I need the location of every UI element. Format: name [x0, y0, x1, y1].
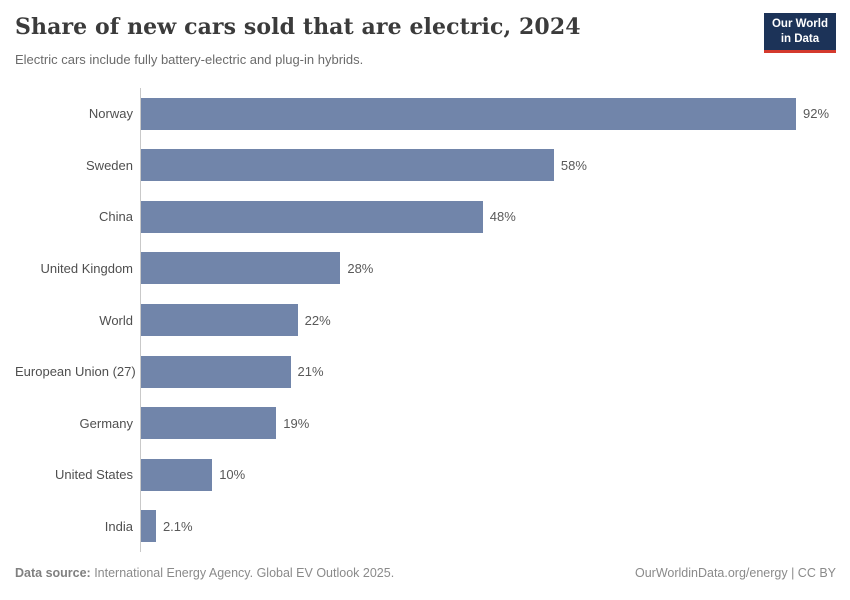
footer-link[interactable]: OurWorldinData.org/energy | CC BY	[634, 566, 836, 580]
category-label: Sweden	[86, 157, 133, 173]
category-label: European Union (27)	[15, 364, 136, 380]
bar[interactable]	[141, 407, 277, 440]
bar[interactable]	[141, 252, 341, 285]
category-label: Norway	[88, 106, 133, 122]
value-label: 58%	[560, 157, 587, 173]
owid-logo-line2: in Data	[780, 32, 820, 45]
value-label: 19%	[283, 415, 310, 431]
category-label: United Kingdom	[40, 260, 134, 276]
bar-row: Norway 92%	[15, 88, 835, 140]
bar-track: 21%	[140, 346, 835, 398]
owid-logo[interactable]: Our World in Data	[763, 13, 836, 53]
bar-row: China 48%	[15, 191, 835, 243]
bar-track: 22%	[140, 294, 835, 346]
bar-track: 48%	[140, 191, 835, 243]
bar-row: India 2.1%	[15, 501, 835, 553]
bar[interactable]	[141, 97, 796, 130]
bar-row: Germany 19%	[15, 397, 835, 449]
value-label: 2.1%	[162, 518, 193, 534]
bar-track: 28%	[140, 243, 835, 295]
bar-track: 19%	[140, 397, 835, 449]
data-source-text: International Energy Agency. Global EV O…	[90, 566, 395, 580]
bar[interactable]	[141, 200, 483, 233]
owid-logo-line1: Our World	[771, 18, 828, 30]
y-axis-line	[140, 88, 141, 552]
bar-track: 10%	[140, 449, 835, 501]
category-label: United States	[54, 467, 133, 483]
bar-track: 58%	[140, 140, 835, 192]
category-label: World	[99, 312, 133, 328]
bar-row: United States 10%	[15, 449, 835, 501]
bar-row: United Kingdom 28%	[15, 243, 835, 295]
bar-row: Sweden 58%	[15, 140, 835, 192]
bar-row: European Union (27) 21%	[15, 346, 835, 398]
value-label: 21%	[297, 364, 324, 380]
bar[interactable]	[141, 510, 156, 543]
bar-rows: Norway 92% Sweden 58% China 48% United Kingdom…	[15, 88, 835, 552]
bar-track: 2.1%	[140, 501, 835, 553]
value-label: 28%	[347, 260, 374, 276]
bar[interactable]	[141, 458, 213, 491]
value-label: 22%	[304, 312, 331, 328]
value-label: 10%	[219, 467, 246, 483]
bar[interactable]	[141, 355, 291, 388]
page-subtitle: Electric cars include fully battery-elec…	[15, 52, 364, 67]
category-label: India	[104, 518, 133, 534]
page-title: Share of new cars sold that are electric…	[15, 14, 581, 40]
bar-chart: Norway 92% Sweden 58% China 48% United Kingdom…	[15, 88, 835, 552]
category-label: Germany	[79, 415, 133, 431]
bar-track: 92%	[140, 88, 835, 140]
value-label: 92%	[803, 106, 830, 122]
data-source-note: Data source: International Energy Agency…	[15, 566, 394, 580]
bar[interactable]	[141, 149, 554, 182]
bar-row: World 22%	[15, 294, 835, 346]
bar[interactable]	[141, 304, 298, 337]
data-source-label: Data source:	[15, 566, 91, 580]
footer: Data source: International Energy Agency…	[15, 566, 836, 580]
value-label: 48%	[489, 209, 516, 225]
category-label: China	[99, 209, 133, 225]
